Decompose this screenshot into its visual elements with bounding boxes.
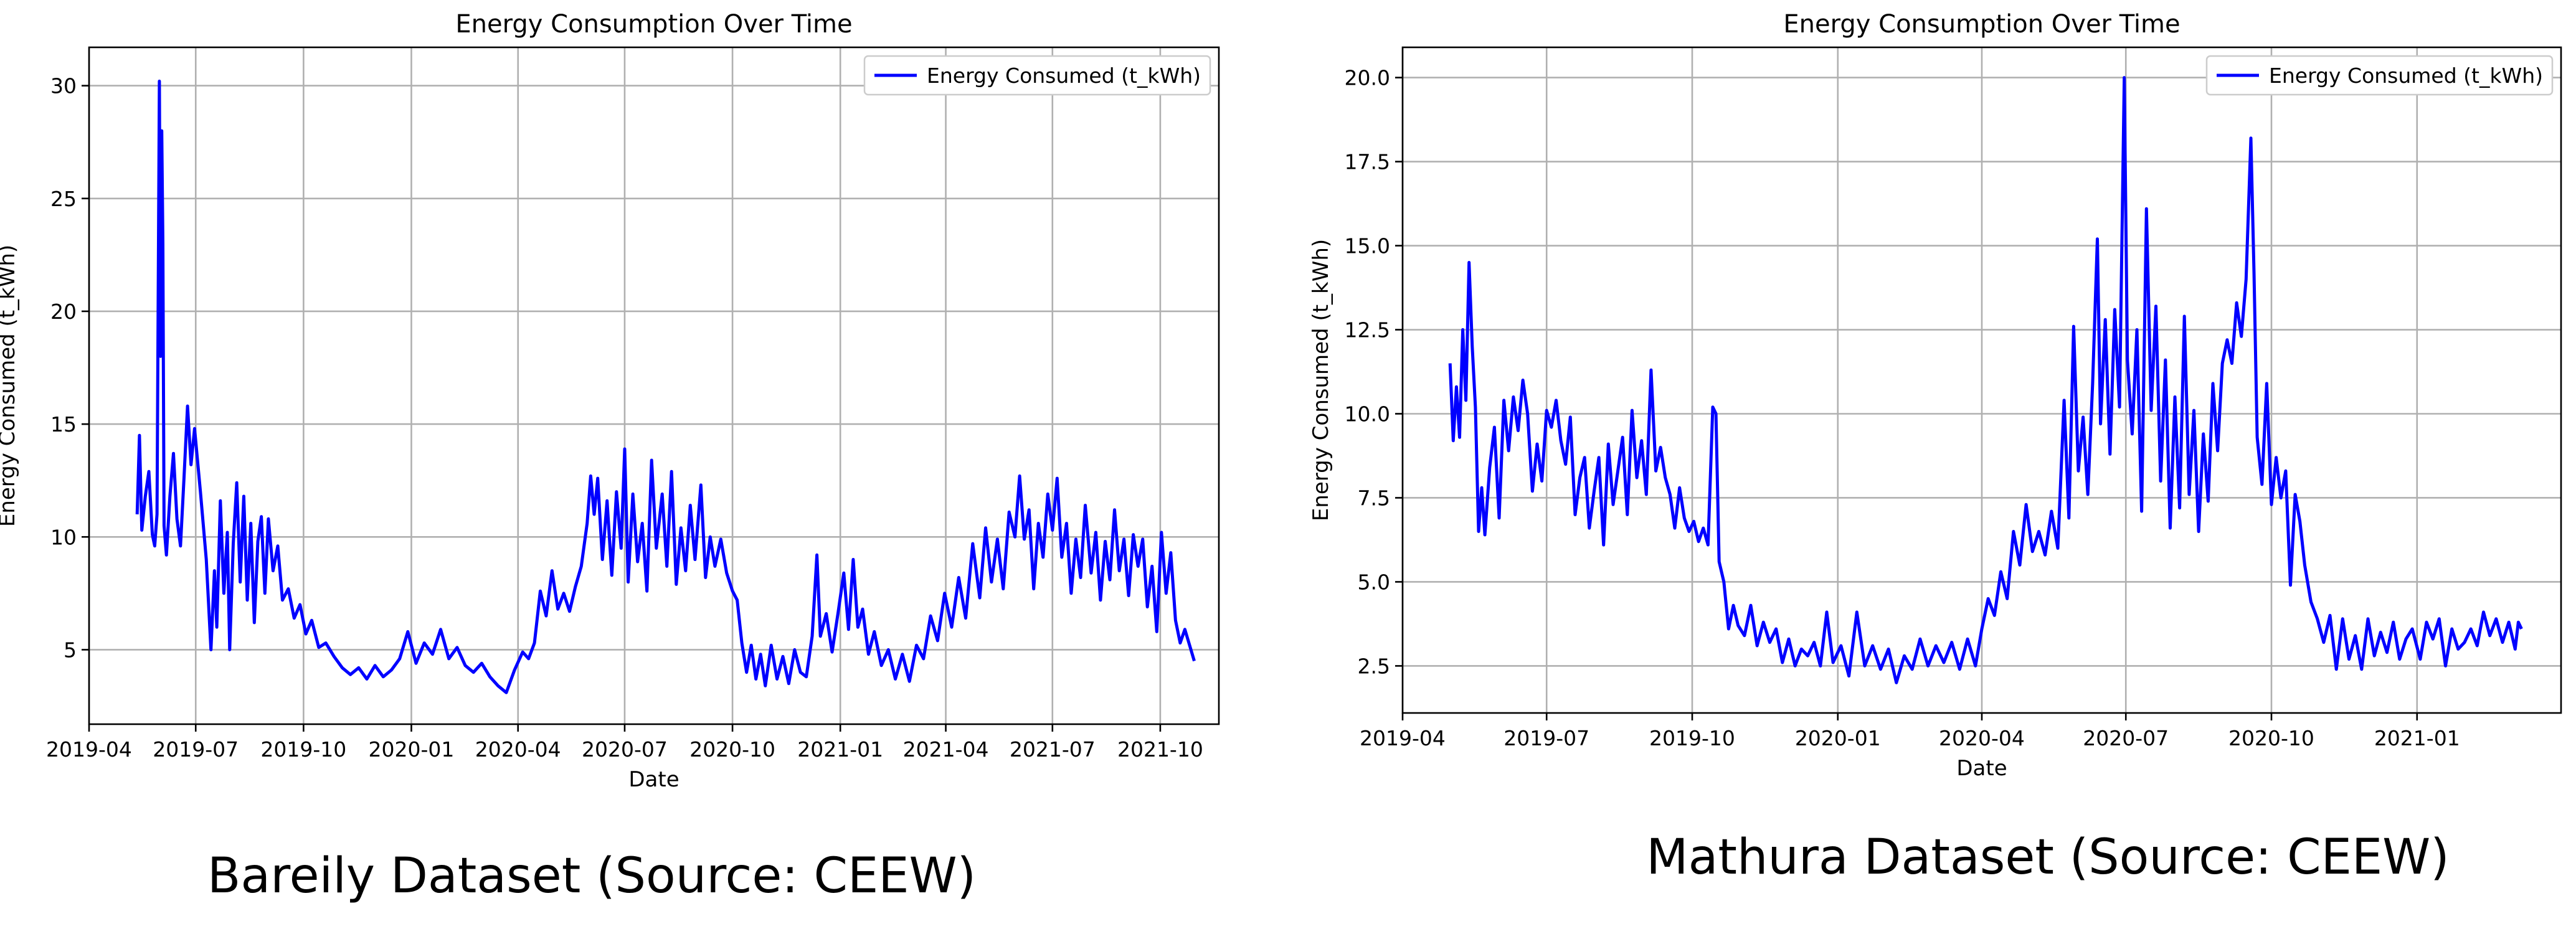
plot-frame — [1401, 46, 2562, 714]
y-tick-label: 25 — [50, 187, 77, 211]
y-tick-label: 30 — [50, 74, 77, 98]
x-tick-label: 2019-10 — [260, 737, 346, 762]
y-tick-label: 20.0 — [1345, 66, 1390, 90]
y-tick-label: 17.5 — [1345, 150, 1390, 174]
x-tick-label: 2020-07 — [582, 737, 668, 762]
legend-label: Energy Consumed (t_kWh) — [927, 64, 1201, 88]
y-axis-label: Energy Consumed (t_kWh) — [1309, 239, 1333, 521]
y-tick-label: 5 — [64, 638, 77, 662]
x-tick-label: 2019-10 — [1649, 726, 1735, 750]
x-tick-label: 2019-07 — [1503, 726, 1589, 750]
x-tick-label: 2021-01 — [797, 737, 883, 762]
x-tick-label: 2020-04 — [475, 737, 561, 762]
figure-caption-mathura: Mathura Dataset (Source: CEEW) — [1646, 829, 2450, 885]
chart-panel-mathura: 2019-04 2019-07 2019-10 2020-01 2020-04 2020-… — [1288, 0, 2576, 939]
y-tick-label: 2.5 — [1358, 654, 1390, 678]
y-tick-label: 5.0 — [1358, 570, 1390, 594]
figure-caption-bareily: Bareily Dataset (Source: CEEW) — [207, 848, 977, 904]
plot-frame — [88, 46, 1220, 725]
x-tick-label: 2019-04 — [1360, 726, 1446, 750]
y-tick-label: 12.5 — [1345, 318, 1390, 342]
x-tick-label: 2019-04 — [46, 737, 132, 762]
y-tick-label: 10.0 — [1345, 402, 1390, 426]
series-line — [1448, 76, 2523, 684]
chart-title: Energy Consumption Over Time — [455, 10, 852, 39]
x-tick-label: 2020-07 — [2083, 726, 2169, 750]
x-tick-label: 2019-07 — [153, 737, 239, 762]
chart-title: Energy Consumption Over Time — [1783, 10, 2180, 39]
line-chart-bareily: 2019-04 2019-07 2019-10 2020-01 2020-04 2020-… — [0, 10, 1220, 792]
x-axis-label: Date — [628, 767, 679, 792]
y-tick-label: 7.5 — [1358, 486, 1390, 510]
y-tick-label: 15.0 — [1345, 234, 1390, 258]
legend-box — [863, 55, 1211, 96]
x-tick-label: 2020-04 — [1939, 726, 2025, 750]
legend-box — [2205, 55, 2554, 96]
x-tick-label: 2020-10 — [2228, 726, 2314, 750]
x-tick-label: 2021-10 — [1117, 737, 1203, 762]
x-tick-label: 2021-04 — [903, 737, 989, 762]
y-tick-label: 10 — [50, 525, 77, 549]
legend-label: Energy Consumed (t_kWh) — [2269, 64, 2543, 88]
x-tick-label: 2020-01 — [369, 737, 455, 762]
x-tick-label: 2020-10 — [689, 737, 775, 762]
line-chart-mathura: 2019-04 2019-07 2019-10 2020-01 2020-04 2020-… — [1309, 10, 2562, 781]
series-line — [135, 79, 1196, 694]
x-tick-label: 2021-07 — [1010, 737, 1096, 762]
chart-panel-bareily: 2019-04 2019-07 2019-10 2020-01 2020-04 2020-… — [0, 10, 1220, 904]
y-tick-label: 15 — [50, 412, 77, 436]
x-tick-label: 2020-01 — [1795, 726, 1881, 750]
y-tick-label: 20 — [50, 300, 77, 324]
y-axis-label: Energy Consumed (t_kWh) — [0, 245, 20, 527]
x-axis-label: Date — [1956, 756, 2007, 781]
x-tick-label: 2021-01 — [2374, 726, 2460, 750]
